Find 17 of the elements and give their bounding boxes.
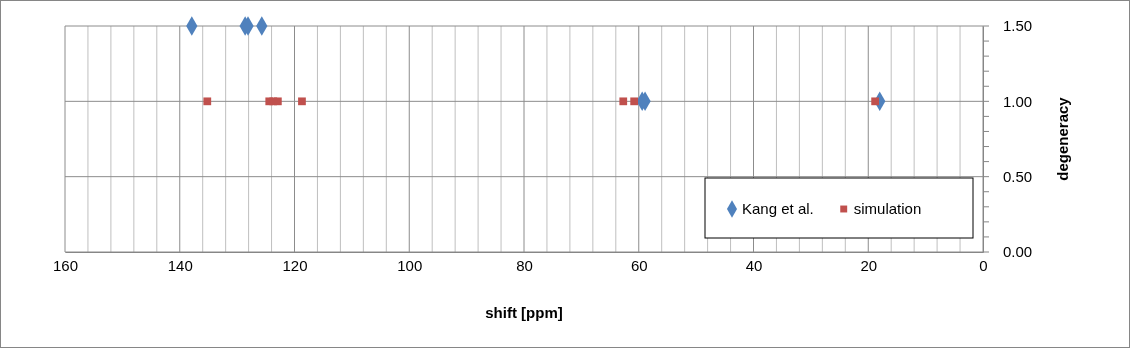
y-axis-title: degeneracy xyxy=(1054,96,1071,181)
x-tick-label: 120 xyxy=(282,256,308,274)
y-tick-label: 0.50 xyxy=(1003,167,1033,185)
x-axis-title: shift [ppm] xyxy=(485,304,563,321)
x-tick-label: 20 xyxy=(860,256,878,274)
x-tick-label: 140 xyxy=(167,256,193,274)
x-tick-label: 0 xyxy=(979,256,988,274)
x-tick-label: 40 xyxy=(745,256,763,274)
x-tick-label: 160 xyxy=(52,256,79,274)
y-tick-label: 0.00 xyxy=(1003,243,1033,261)
legend-label: Kang et al. xyxy=(742,200,814,217)
x-tick-label: 60 xyxy=(630,256,648,274)
x-tick-label: 80 xyxy=(516,256,533,274)
x-tick-label: 100 xyxy=(397,256,423,274)
legend-label: simulation xyxy=(853,200,922,217)
y-tick-label: 1.00 xyxy=(1003,92,1033,110)
y-tick-label: 1.50 xyxy=(1003,17,1033,35)
